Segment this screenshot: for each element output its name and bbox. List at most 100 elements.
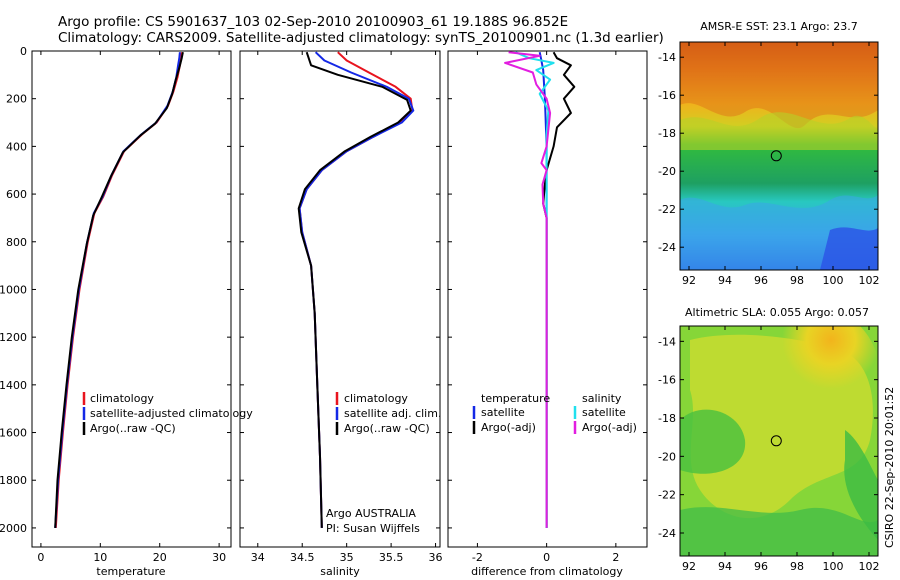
temperature-x-ticks: 0 10 20 30 — [37, 51, 226, 564]
map-y-tick-label: -22 — [658, 203, 676, 216]
y-tick-label: 2000 — [0, 522, 27, 535]
temperature-lines — [54, 52, 184, 528]
x-tick-label: 20 — [153, 551, 167, 564]
y-tick-label: 800 — [6, 236, 27, 249]
y-tick-label: 1000 — [0, 283, 27, 296]
difference-legend: temperature satellite Argo(-adj) salinit… — [472, 392, 637, 434]
map-y-tick-label: -18 — [658, 412, 676, 425]
x-tick-label: 0 — [543, 551, 550, 564]
sla-map-ticks: 92 94 96 98 100 102 -14 -16 -18 -20 -22 -24 — [658, 326, 880, 573]
x-tick-label: 35.5 — [379, 551, 404, 564]
salinity-plot-frame — [239, 50, 441, 548]
legend-label-sal-argo: Argo(-adj) — [582, 421, 637, 434]
timestamp-stamp: CSIRO 22-Sep-2010 20:01:52 — [883, 387, 896, 548]
float-pi-annotation: PI: Susan Wijffels — [326, 522, 420, 535]
temperature-x-label: temperature — [96, 565, 165, 578]
sla-map-frame — [679, 325, 879, 557]
sla-green-patch-south — [680, 507, 878, 556]
x-tick-label: -2 — [472, 551, 483, 564]
map-y-tick-label: -16 — [658, 89, 676, 102]
difference-lines — [504, 51, 576, 528]
legend-title-temperature: temperature — [481, 392, 550, 405]
temperature-y-ticks: 0 200 400 600 800 1000 1200 1400 1600 1800 2000 — [0, 45, 231, 535]
sst-field — [680, 42, 878, 270]
y-tick-label: 1400 — [0, 379, 27, 392]
legend-label-temp-satellite: satellite — [481, 406, 525, 419]
sla-green-patch-east — [844, 430, 878, 540]
y-tick-label: 200 — [6, 93, 27, 106]
salinity-panel: 34 34.5 35 35.5 36 salinity climatology sate… — [239, 50, 443, 578]
difference-y-ticks — [448, 50, 647, 529]
float-owner-annotation: Argo AUSTRALIA — [326, 507, 416, 520]
header-line2: Climatology: CARS2009. Satellite-adjuste… — [58, 30, 664, 46]
x-tick-label: 10 — [93, 551, 107, 564]
y-tick-label: 0 — [20, 45, 27, 58]
map-x-tick-label: 94 — [718, 274, 732, 287]
salinity-x-label: salinity — [320, 565, 360, 578]
map-x-tick-label: 98 — [790, 560, 804, 573]
x-tick-label: 30 — [212, 551, 226, 564]
legend-label-satellite: satellite-adjusted climatology — [90, 407, 253, 420]
legend-label-sal-satellite: satellite — [582, 406, 626, 419]
difference-plot-frame — [447, 50, 648, 548]
map-x-tick-label: 102 — [859, 560, 880, 573]
map-y-tick-label: -18 — [658, 127, 676, 140]
legend-label-argo: Argo(..raw -QC) — [344, 422, 430, 435]
sst-argo-location-marker — [770, 150, 782, 162]
sla-warm-core — [740, 326, 878, 445]
series-line-temperature-satellite — [538, 51, 548, 528]
legend-title-salinity: salinity — [582, 392, 622, 405]
salinity-lines — [297, 51, 415, 528]
x-tick-label: 35 — [340, 551, 354, 564]
sst-green-front — [680, 112, 878, 150]
legend-label-argo: Argo(..raw -QC) — [90, 422, 176, 435]
sla-map-title: Altimetric SLA: 0.055 Argo: 0.057 — [685, 306, 869, 319]
legend-label-climatology: climatology — [344, 392, 408, 405]
x-tick-label: 0 — [37, 551, 44, 564]
x-tick-label: 2 — [612, 551, 619, 564]
map-y-tick-label: -24 — [658, 241, 676, 254]
difference-x-label: difference from climatology — [471, 565, 623, 578]
series-line-satellite-adjusted-climatology — [54, 52, 181, 528]
x-tick-label: 36 — [429, 551, 443, 564]
sst-warm-tongue — [680, 42, 878, 129]
map-y-tick-label: -14 — [658, 51, 676, 64]
map-y-tick-label: -14 — [658, 335, 676, 348]
map-x-tick-label: 102 — [859, 274, 880, 287]
header-line1: Argo profile: CS 5901637_103 02-Sep-2010… — [58, 14, 568, 30]
temperature-panel: 0 200 400 600 800 1000 1200 1400 1600 1800 2000 0 1… — [0, 45, 253, 578]
sst-map-panel: AMSR-E SST: 23.1 Argo: 23.7 92 94 96 98 100 1… — [658, 20, 879, 287]
y-tick-label: 400 — [6, 140, 27, 153]
legend-label-satellite: satellite adj. clim. — [344, 407, 441, 420]
y-tick-label: 1800 — [0, 474, 27, 487]
salinity-legend: climatology satellite adj. clim. Argo(..… — [335, 392, 441, 435]
map-y-tick-label: -20 — [658, 165, 676, 178]
temperature-legend: climatology satellite-adjusted climatolo… — [82, 392, 253, 435]
y-tick-label: 1600 — [0, 427, 27, 440]
map-x-tick-label: 100 — [823, 274, 844, 287]
legend-label-climatology: climatology — [90, 392, 154, 405]
x-tick-label: 34 — [251, 551, 265, 564]
map-y-tick-label: -24 — [658, 527, 676, 540]
map-x-tick-label: 92 — [682, 560, 696, 573]
series-line-argo-raw-qc — [297, 51, 412, 528]
sst-map-ticks: 92 94 96 98 100 102 -14 -16 -18 -20 -22 -24 — [658, 42, 880, 287]
map-x-tick-label: 100 — [823, 560, 844, 573]
salinity-y-ticks — [240, 50, 440, 529]
sst-map-frame — [679, 41, 879, 271]
sla-field — [680, 326, 878, 556]
series-line-climatology — [54, 52, 183, 528]
sla-green-patch — [680, 409, 746, 474]
map-x-tick-label: 98 — [790, 274, 804, 287]
series-line-argo-raw-qc — [54, 52, 184, 528]
map-y-tick-label: -22 — [658, 489, 676, 502]
y-tick-label: 1200 — [0, 331, 27, 344]
map-y-tick-label: -16 — [658, 374, 676, 387]
sla-map-panel: Altimetric SLA: 0.055 Argo: 0.057 92 94 96… — [658, 306, 880, 573]
temperature-plot-frame — [31, 50, 232, 548]
legend-label-temp-argo: Argo(-adj) — [481, 421, 536, 434]
series-line-salinity-satellite — [515, 51, 555, 528]
y-tick-label: 600 — [6, 188, 27, 201]
map-x-tick-label: 96 — [754, 274, 768, 287]
